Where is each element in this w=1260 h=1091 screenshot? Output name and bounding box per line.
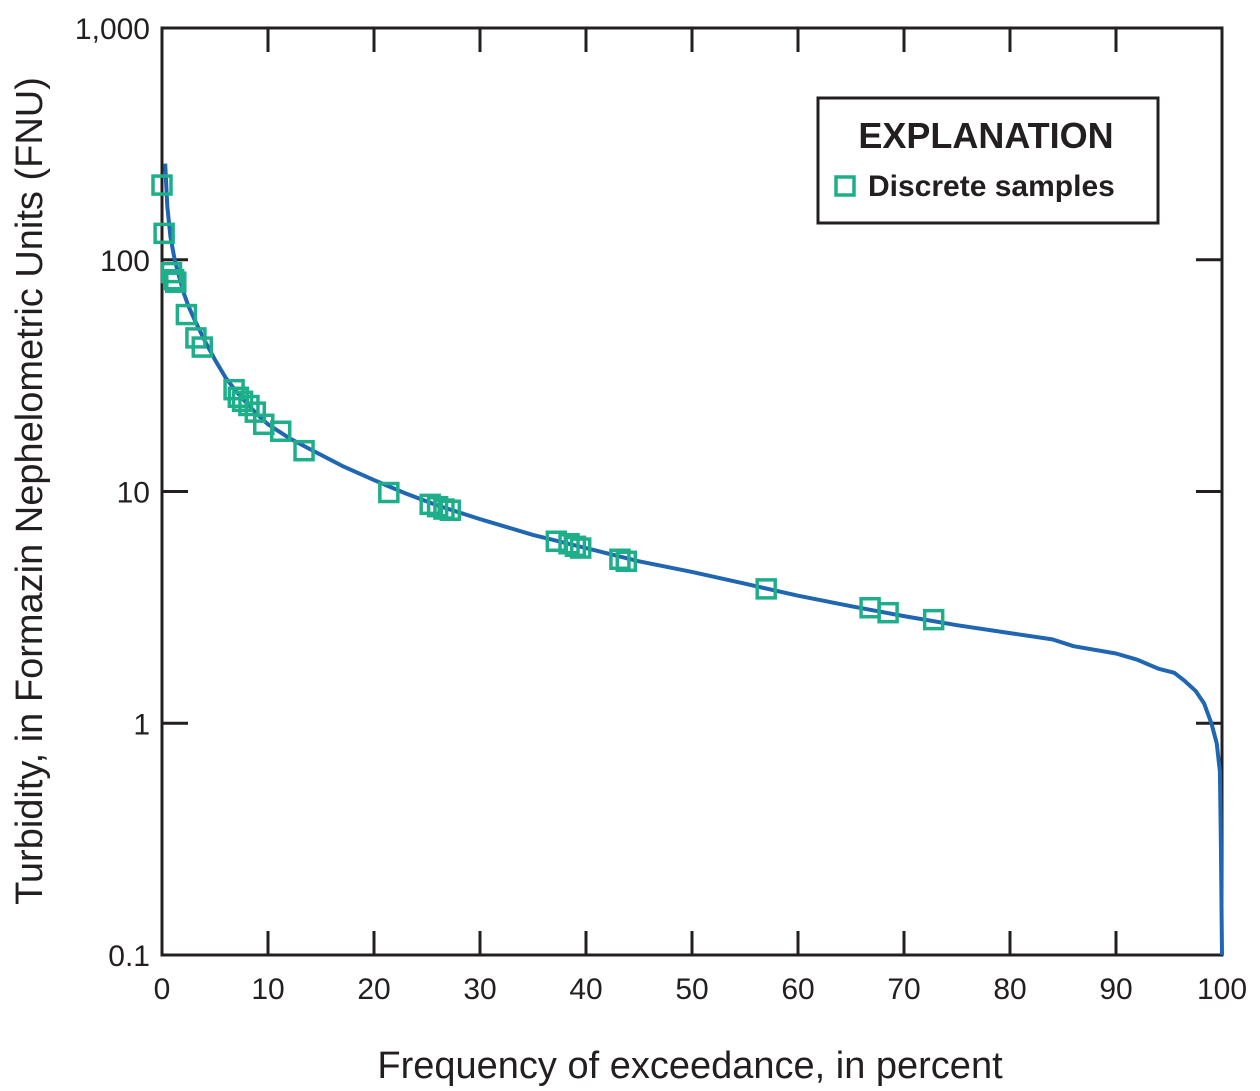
legend-box [816, 96, 1160, 225]
discrete-sample-point [426, 495, 449, 518]
tick-labels: 0 10 20 30 40 50 60 70 80 90 100 0.1 1 10 100 1,000 [75, 13, 1247, 1006]
x-tick-label: 60 [781, 973, 814, 1006]
discrete-sample-point [558, 533, 580, 555]
discrete-sample-point [439, 499, 462, 522]
legend-marker-discrete-samples [834, 175, 856, 197]
discrete-sample-point [191, 336, 214, 358]
legend-title: EXPLANATION [858, 115, 1113, 156]
x-tick-label: 90 [1099, 973, 1132, 1006]
legend-label-discrete-samples: Discrete samples [868, 170, 1115, 203]
y-tick-label: 0.1 [108, 940, 150, 973]
discrete-sample-point [378, 481, 400, 504]
discrete-sample-point [609, 548, 631, 571]
discrete-sample-point [162, 268, 185, 291]
x-axis-title: Frequency of exceedance, in percent [377, 1045, 1003, 1087]
x-tick-label: 30 [463, 973, 496, 1006]
discrete-sample-point [615, 550, 638, 573]
discrete-sample-point [269, 420, 292, 442]
discrete-sample-point [293, 439, 315, 462]
y-axis-title: Turbidity, in Formazin Nephelometric Uni… [9, 77, 51, 905]
x-tick-label: 80 [993, 973, 1026, 1006]
x-tick-label: 20 [357, 973, 390, 1006]
y-tick-label: 1,000 [75, 13, 150, 46]
discrete-sample-point [151, 174, 173, 196]
x-tick-label: 10 [251, 973, 284, 1006]
x-tick-label: 0 [154, 973, 171, 1006]
discrete-sample-point [153, 222, 175, 245]
discrete-sample-point [238, 394, 260, 417]
x-tick-label: 100 [1197, 973, 1247, 1006]
y-tick-label: 10 [117, 477, 150, 510]
discrete-sample-point [165, 271, 187, 293]
discrete-sample-point [569, 537, 592, 559]
axis-ticks [160, 26, 1224, 957]
y-tick-label: 100 [100, 245, 150, 278]
y-tick-label: 1 [133, 708, 150, 741]
duration-curve-line [163, 163, 1224, 956]
discrete-sample-point [755, 578, 777, 600]
discrete-sample-point [922, 608, 945, 631]
discrete-sample-point [877, 601, 899, 624]
x-tick-label: 50 [675, 973, 708, 1006]
x-tick-label: 40 [569, 973, 602, 1006]
legend: EXPLANATION Discrete samples [816, 96, 1160, 225]
discrete-sample-point [231, 390, 254, 413]
discrete-sample-point [175, 303, 198, 326]
discrete-sample-point [564, 535, 587, 558]
x-tick-label: 70 [887, 973, 920, 1006]
discrete-sample-markers [151, 174, 945, 631]
